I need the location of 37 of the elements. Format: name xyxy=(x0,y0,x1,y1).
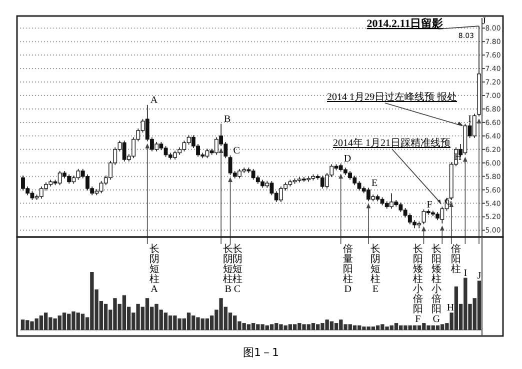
annotation: F xyxy=(426,199,433,210)
annotation: I xyxy=(468,114,472,125)
bar xyxy=(145,298,150,330)
annotation: 倍阳柱 xyxy=(451,243,462,275)
chart-title: 2014.2.11日留影 xyxy=(366,17,444,30)
annotation: C xyxy=(233,145,240,156)
annotation: 倍量阳柱D xyxy=(342,243,353,295)
annotation: 长阴短柱E xyxy=(370,243,381,295)
bar xyxy=(311,323,316,330)
bar xyxy=(62,312,66,330)
annotation: H xyxy=(446,302,454,314)
annotation: B xyxy=(224,114,232,125)
bar xyxy=(417,325,422,330)
bar xyxy=(20,320,25,330)
annotation: 长阴短柱B xyxy=(223,243,234,295)
annotation: 2014 1月29日过左峰线预 报处 xyxy=(327,91,457,103)
bar xyxy=(270,324,274,330)
bar xyxy=(39,316,44,330)
annotation: I xyxy=(464,268,468,279)
bar xyxy=(436,325,440,330)
bar xyxy=(477,280,482,330)
bar xyxy=(104,304,108,330)
bar xyxy=(394,323,398,330)
annotation: 长阳矮柱小倍阳G xyxy=(431,243,442,325)
annotation: 2014年 1月21日踩精准线预 xyxy=(333,137,450,149)
annotation: D xyxy=(344,154,352,165)
annotation: E xyxy=(371,178,378,189)
candlestick xyxy=(472,113,476,138)
caption: 图1－1 xyxy=(243,346,279,359)
bar xyxy=(186,312,191,330)
annotation: 长阳矮柱小倍阳F xyxy=(412,243,423,325)
annotation: 长阴短柱A xyxy=(149,243,160,295)
annotation: A xyxy=(150,94,158,106)
bar xyxy=(80,314,85,330)
annotation: 长阴短柱C xyxy=(232,243,242,295)
bar xyxy=(352,325,357,330)
annotation: J xyxy=(477,270,482,282)
